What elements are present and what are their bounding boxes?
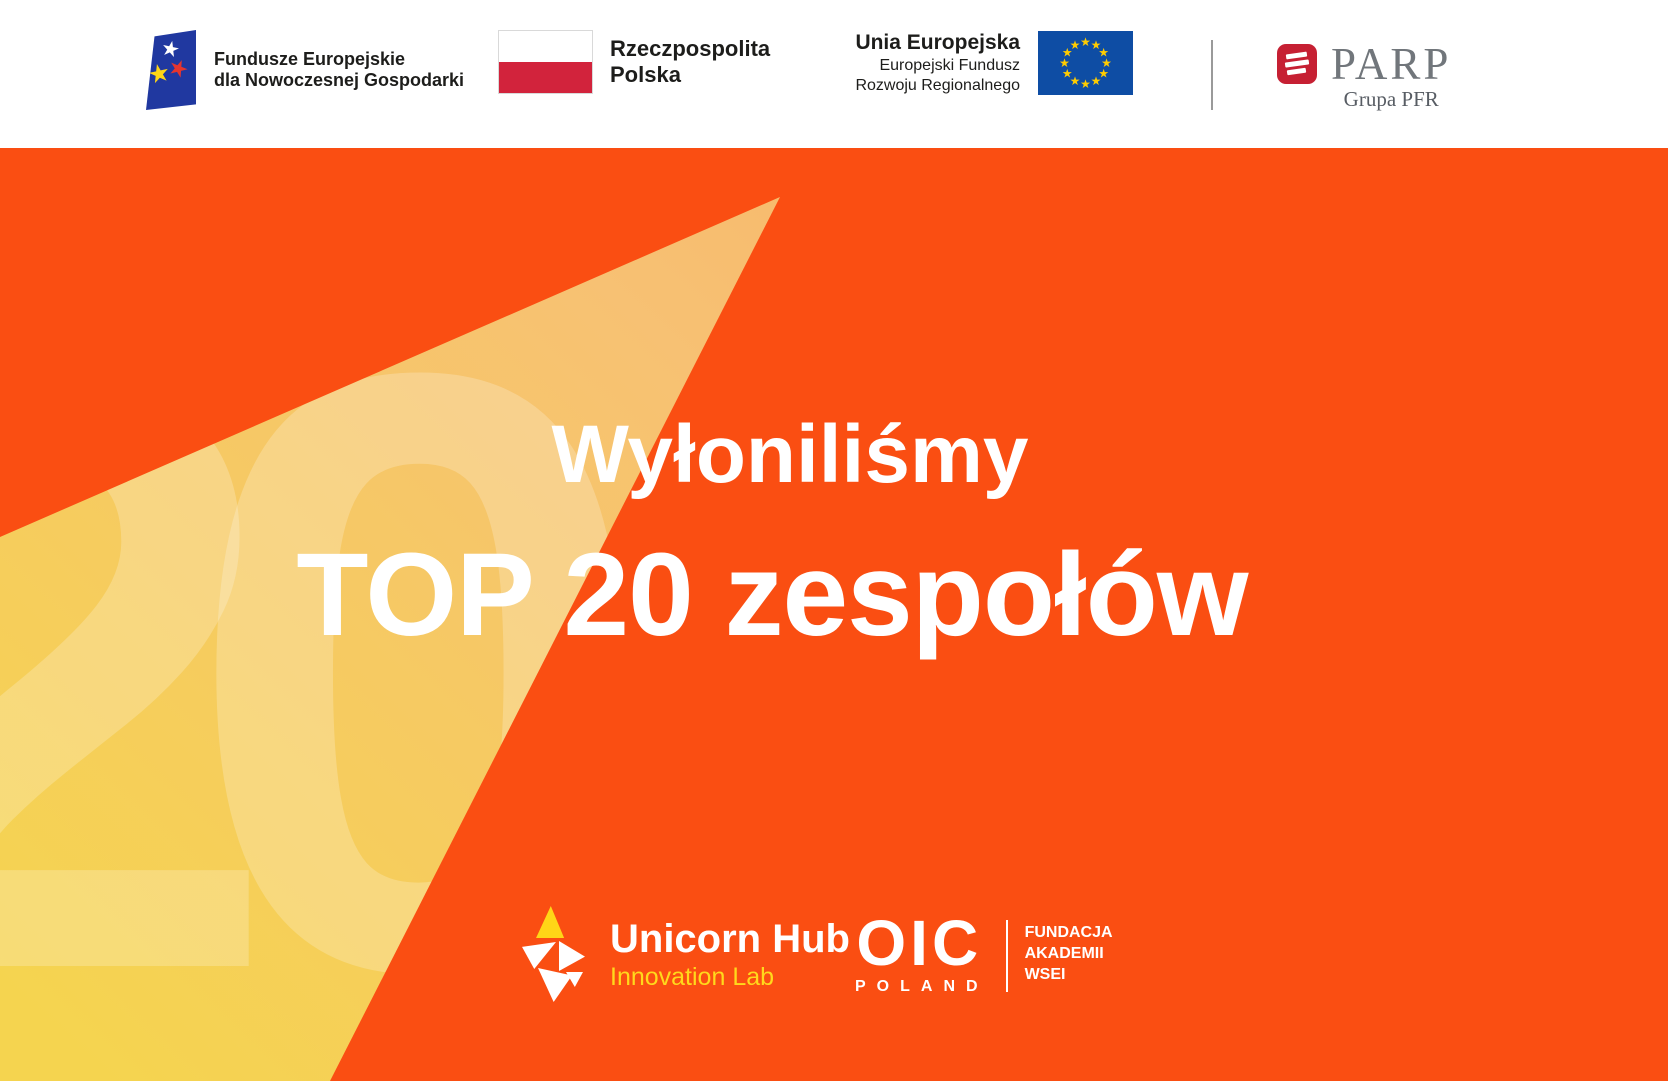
oic-country: POLAND — [855, 978, 989, 995]
fundusze-europejskie-label: Fundusze Europejskie dla Nowoczesnej Gos… — [214, 49, 464, 91]
eu-flag-icon — [1038, 31, 1133, 95]
banner: 20 Wyłoniliśmy TOP 20 zespołów Unicorn H… — [0, 148, 1668, 1081]
fundusze-europejskie-flag-icon — [146, 30, 196, 110]
logo-fundusze-europejskie: Fundusze Europejskie dla Nowoczesnej Gos… — [146, 30, 464, 110]
banner-title: TOP 20 zespołów — [296, 529, 1248, 661]
fundusze-line1: Fundusze Europejskie — [214, 49, 406, 69]
header-logo-bar: Fundusze Europejskie dla Nowoczesnej Gos… — [0, 0, 1668, 148]
unicorn-hub-tagline: Innovation Lab — [610, 963, 775, 991]
eu-line2: Europejski Fundusz — [879, 57, 1020, 74]
eu-line1: Unia Europejska — [855, 31, 1020, 54]
poland-flag-icon — [498, 30, 593, 94]
oic-name: OIC — [856, 907, 983, 979]
oic-divider — [1005, 920, 1008, 992]
poland-line1: Rzeczpospolita — [610, 36, 771, 61]
parp-group-label: Grupa PFR — [1343, 87, 1439, 111]
unicorn-hub-label: Unicorn Hub Innovation Lab — [610, 917, 850, 991]
fundusze-line2: dla Nowoczesnej Gospodarki — [214, 70, 465, 90]
logo-oic-poland: OIC POLAND FUNDACJA AKADEMII WSEI — [850, 907, 1113, 996]
logo-parp: PARP Grupa PFR — [1277, 39, 1452, 111]
wsei-line2: AKADEMII — [1024, 945, 1104, 962]
parp-name: PARP — [1331, 39, 1452, 89]
parp-icon — [1277, 44, 1317, 84]
logo-unia-europejska: Unia Europejska Europejski Fundusz Rozwo… — [828, 30, 1133, 96]
eu-label: Unia Europejska Europejski Fundusz Rozwo… — [828, 30, 1020, 96]
wsei-line3: WSEI — [1024, 966, 1066, 983]
unicorn-hub-icon — [522, 906, 586, 1002]
logo-rzeczpospolita-polska: Rzeczpospolita Polska — [498, 30, 770, 94]
poland-label: Rzeczpospolita Polska — [610, 36, 770, 88]
eu-line3: Rozwoju Regionalnego — [855, 77, 1020, 94]
wsei-line1: FUNDACJA — [1024, 924, 1113, 941]
parp-label: PARP Grupa PFR — [1331, 39, 1452, 111]
watermark-20: 20 — [0, 198, 656, 1081]
oic-label: OIC POLAND — [850, 907, 989, 996]
wsei-label: FUNDACJA AKADEMII WSEI — [1025, 914, 1113, 985]
poland-line2: Polska — [610, 62, 681, 87]
header-divider — [1211, 40, 1213, 110]
unicorn-hub-name: Unicorn Hub — [610, 917, 850, 961]
banner-subtitle: Wyłoniliśmy — [551, 409, 1029, 500]
logo-unicorn-hub: Unicorn Hub Innovation Lab — [522, 906, 850, 1002]
